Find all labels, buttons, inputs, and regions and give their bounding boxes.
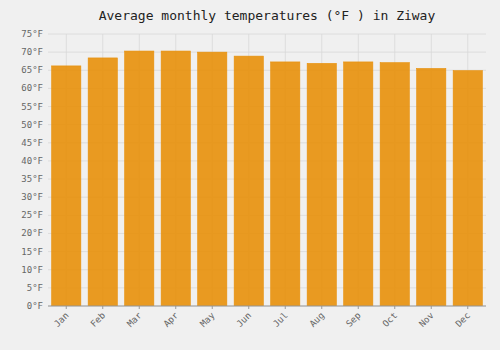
bar [161,51,190,306]
y-tick-label: 35°F [21,174,43,184]
y-tick-label: 10°F [21,265,43,275]
bar [198,52,227,306]
grid-line-y [48,52,486,53]
x-tick [175,306,176,309]
x-tick-label: Sep [344,310,363,329]
x-tick-label: Nov [417,310,436,329]
x-tick [66,306,67,309]
y-tick-label: 0°F [27,301,43,311]
x-tick [102,306,103,309]
bars [52,51,483,306]
y-tick-label: 60°F [21,83,43,93]
y-tick-label: 20°F [21,228,43,238]
x-tick [212,306,213,309]
y-tick-label: 25°F [21,210,43,220]
y-tick-label: 15°F [21,247,43,257]
x-tick-label: Dec [454,310,473,329]
x-tick-label: Oct [381,310,400,329]
y-tick-label: 30°F [21,192,43,202]
y-tick-label: 45°F [21,138,43,148]
bar [88,58,117,306]
bar [52,66,81,306]
chart: Average monthly temperatures (°F ) in Zi… [0,0,500,350]
title: Average monthly temperatures (°F ) in Zi… [99,8,436,23]
y-tick-label: 70°F [21,47,43,57]
bar [307,63,336,306]
bar [380,63,409,306]
background [0,0,500,350]
x-tick-label: Jun [235,310,254,329]
bar [271,62,300,306]
x-tick [285,306,286,309]
y-tick-label: 5°F [27,283,43,293]
bar [453,71,482,306]
x-tick-label: May [198,310,217,329]
bar [125,51,154,306]
y-tick-label: 65°F [21,65,43,75]
y-tick-label: 50°F [21,120,43,130]
x-tick [394,306,395,309]
x-tick-label: Feb [89,310,108,329]
x-tick [248,306,249,309]
x-tick [358,306,359,309]
y-tick-label: 40°F [21,156,43,166]
bar [344,62,373,306]
bar [234,56,263,306]
x-tick-label: Jul [271,310,290,329]
y-tick-label: 75°F [21,29,43,39]
chart-root: Average monthly temperatures (°F ) in Zi… [0,0,500,350]
x-tick-label: Apr [162,310,181,329]
x-tick-label: Jan [52,310,71,329]
x-tick-label: Aug [308,310,327,329]
x-tick-label: Mar [125,310,144,329]
x-axis-line [48,306,486,307]
bar [417,68,446,306]
grid [48,34,486,306]
grid-line-y [48,306,486,307]
x-tick [321,306,322,309]
y-tick-label: 55°F [21,102,43,112]
grid-line-y [48,34,486,35]
x-tick [139,306,140,309]
x-tick [431,306,432,309]
x-tick [467,306,468,309]
